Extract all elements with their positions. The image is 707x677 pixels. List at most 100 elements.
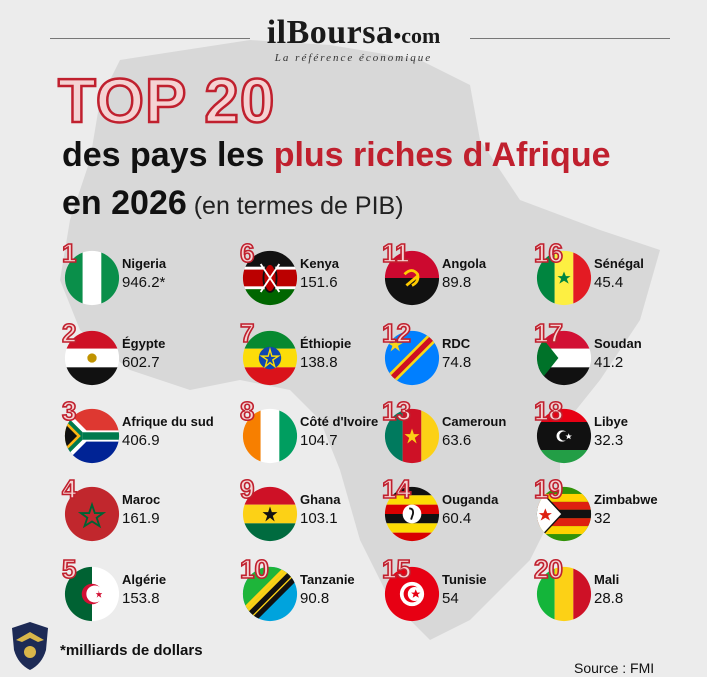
rank-number: 8	[239, 395, 255, 427]
rank-number: 12	[381, 317, 412, 349]
country-name: Zimbabwe	[594, 492, 658, 507]
rank-number: 10	[239, 553, 270, 585]
flag-morocco-icon	[64, 486, 120, 542]
gdp-value: 63.6	[442, 432, 472, 449]
gdp-value: 151.6	[300, 274, 338, 291]
country-name: Angola	[442, 256, 487, 271]
flag-tanzania-icon	[242, 566, 298, 622]
gdp-value: 32	[594, 510, 611, 527]
flag-zimbabwe-icon	[536, 486, 592, 542]
country-name: Tanzanie	[300, 572, 355, 587]
rank-number: 4	[61, 473, 77, 505]
country-name: Algérie	[122, 572, 167, 587]
gdp-value: 138.8	[300, 354, 338, 371]
ranking-item: 4 Maroc 161.9	[61, 473, 222, 546]
rank-number: 19	[533, 473, 564, 505]
rank-number: 6	[239, 237, 255, 269]
rank-number: 16	[533, 237, 564, 269]
ranking-item: 8 Côté d'Ivoire 104.7	[239, 395, 400, 468]
title-top: TOP 20	[57, 66, 276, 138]
ranking-item: 5 Algérie 153.8	[61, 553, 222, 626]
footnote: *milliards de dollars	[60, 642, 203, 659]
flag-senegal-icon	[536, 250, 592, 306]
shield-logo-icon	[12, 622, 48, 670]
ranking-item: 3 Afrique du sud 406.9	[61, 395, 222, 468]
ranking-item: 14 Ouganda 60.4	[381, 473, 542, 546]
gdp-value: 90.8	[300, 590, 330, 607]
country-name: Cameroun	[442, 414, 507, 429]
ranking-item: 7 Éthiopie 138.8	[239, 317, 400, 390]
title-line-1-prefix: des pays les	[62, 136, 274, 174]
country-name: Éthiopie	[300, 336, 352, 351]
flag-egypt-icon	[64, 330, 120, 386]
country-name: Soudan	[594, 336, 642, 351]
gdp-value: 406.9	[122, 432, 160, 449]
gdp-value: 946.2*	[122, 274, 166, 291]
gdp-value: 602.7	[122, 354, 160, 371]
rank-number: 1	[61, 237, 77, 269]
flag-angola-icon	[384, 250, 440, 306]
brand-name: ilBoursa	[266, 14, 394, 51]
flag-sudan-icon	[536, 330, 592, 386]
gdp-value: 60.4	[442, 510, 472, 527]
rank-number: 20	[533, 553, 564, 585]
rank-number: 2	[61, 317, 77, 349]
flag-uganda-icon	[384, 486, 440, 542]
ranking-item: 10 Tanzanie 90.8	[239, 553, 400, 626]
ranking-item: 6 Kenya 151.6	[239, 237, 400, 310]
rank-number: 11	[381, 237, 410, 269]
rank-number: 17	[533, 317, 564, 349]
gdp-value: 89.8	[442, 274, 472, 291]
country-name: Afrique du sud	[122, 414, 214, 429]
ranking-item: 20 Mali 28.8	[533, 553, 694, 626]
flag-nigeria-icon	[64, 250, 120, 306]
ranking-item: 2 Égypte 602.7	[61, 317, 222, 390]
country-name: Égypte	[122, 336, 166, 351]
flag-south-africa-icon	[64, 408, 120, 464]
country-name: Tunisie	[442, 572, 487, 587]
gdp-value: 54	[442, 590, 459, 607]
flag-tunisia-icon	[384, 566, 440, 622]
title-line-2-main: en 2026	[62, 184, 187, 222]
gdp-value: 41.2	[594, 354, 624, 371]
source-label: Source : FMI	[574, 660, 655, 676]
ranking-item: 1 Nigeria 946.2*	[61, 237, 222, 310]
rank-number: 9	[239, 473, 255, 505]
brand-tagline: La référence économique	[274, 52, 433, 64]
brand-logo: ilBoursa•com	[0, 14, 707, 52]
country-name: Ghana	[300, 492, 341, 507]
gdp-value: 45.4	[594, 274, 624, 291]
gdp-value: 28.8	[594, 590, 624, 607]
rank-number: 7	[239, 317, 255, 349]
ranking-item: 13 Cameroun 63.6	[381, 395, 542, 468]
rank-number: 14	[381, 473, 412, 505]
gdp-value: 103.1	[300, 510, 338, 527]
country-name: Sénégal	[594, 256, 644, 271]
flag-kenya-icon	[242, 250, 298, 306]
flag-ethiopia-icon	[242, 330, 298, 386]
ranking-item: 11 Angola 89.8	[381, 237, 542, 310]
gdp-value: 153.8	[122, 590, 160, 607]
flag-cameroon-icon	[384, 408, 440, 464]
title-line-2-sub: (en termes de PIB)	[186, 192, 404, 220]
country-name: Nigeria	[122, 256, 167, 271]
country-name: RDC	[442, 336, 471, 351]
flag-libya-icon	[536, 408, 592, 464]
ranking-item: 12 RDC 74.8	[381, 317, 542, 390]
gdp-value: 104.7	[300, 432, 338, 449]
flag-ivory-coast-icon	[242, 408, 298, 464]
header-rule-left	[50, 38, 250, 39]
rank-number: 18	[533, 395, 564, 427]
rank-number: 3	[61, 395, 77, 427]
ranking-item: 18 Libye 32.3	[533, 395, 694, 468]
rank-number: 5	[61, 553, 77, 585]
ranking-item: 9 Ghana 103.1	[239, 473, 400, 546]
ranking-item: 19 Zimbabwe 32	[533, 473, 694, 546]
country-name: Maroc	[122, 492, 161, 507]
gdp-value: 74.8	[442, 354, 472, 371]
title-line-2: en 2026 (en termes de PIB)	[62, 184, 404, 223]
country-name: Kenya	[300, 256, 340, 271]
gdp-value: 161.9	[122, 510, 160, 527]
flag-algeria-icon	[64, 566, 120, 622]
